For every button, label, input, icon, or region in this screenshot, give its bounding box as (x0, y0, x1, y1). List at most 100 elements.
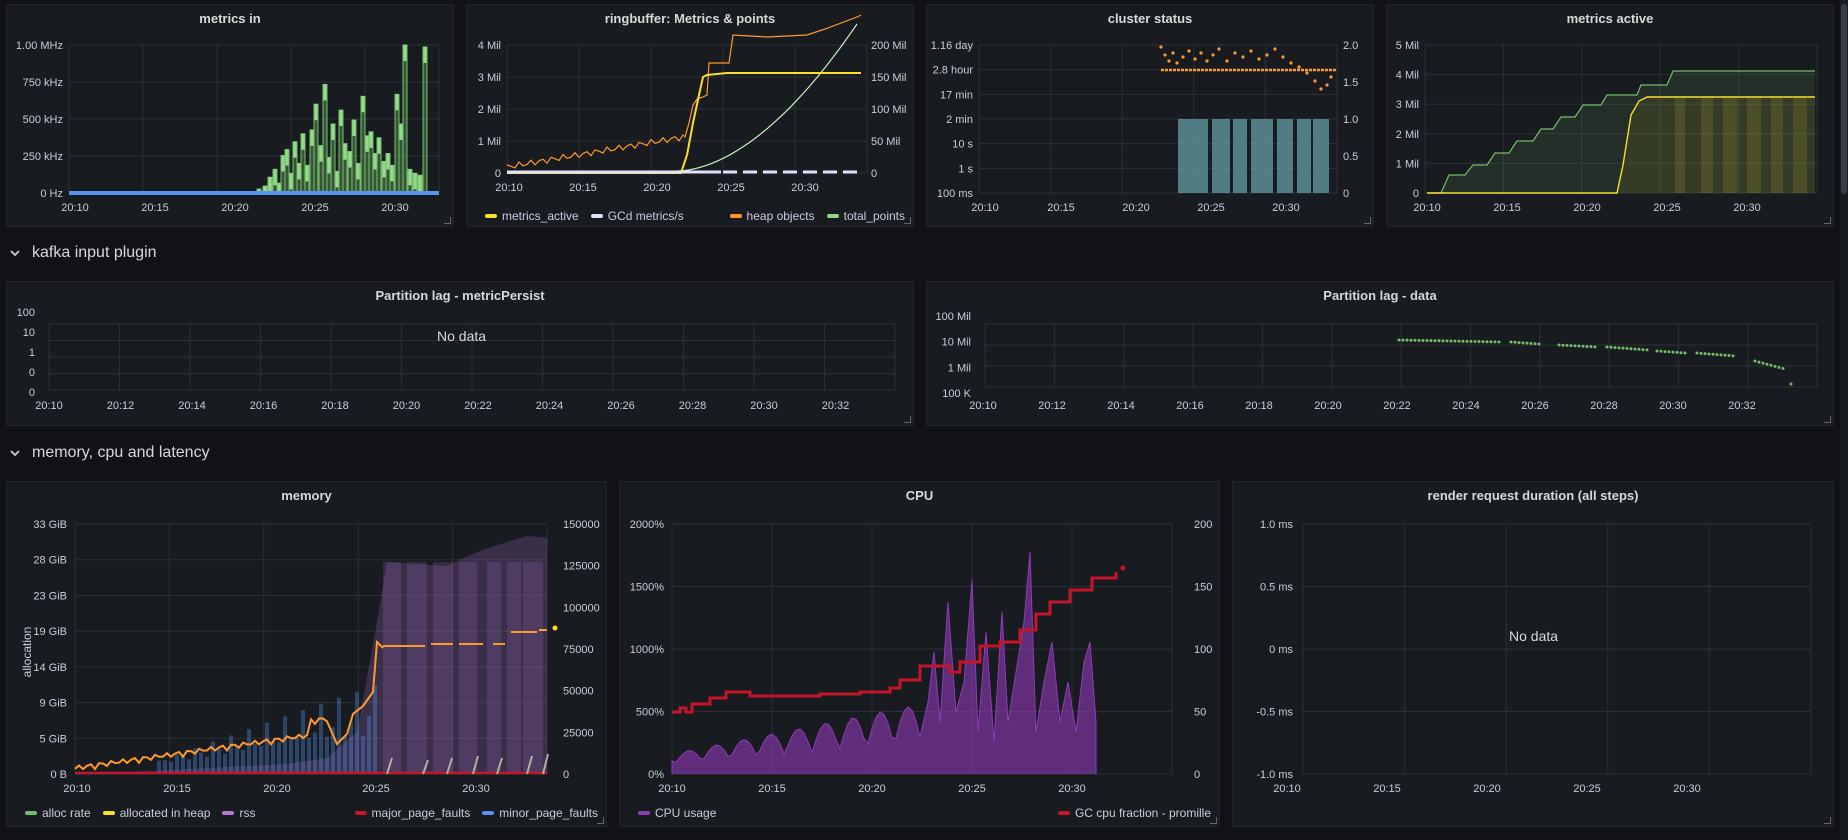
resize-handle[interactable] (1824, 217, 1831, 224)
point (1637, 347, 1641, 351)
resize-handle[interactable] (1824, 416, 1831, 423)
ringbuffer-chart: 4 Mil 3 Mil 2 Mil 1 Mil 0 200 Mil 150 Mil 100 M… (478, 14, 906, 194)
panel-title[interactable]: Partition lag - data (1323, 288, 1437, 303)
panel-memory[interactable]: memory 33 GiB 28 GiB 23 GiB 19 GiB 14 GiB 9 G… (6, 481, 607, 827)
panel-title[interactable]: CPU (905, 488, 934, 503)
bar (217, 749, 221, 774)
panel-ringbuffer[interactable]: ringbuffer: Metrics & points 4 Mil 3 Mil 2… (466, 4, 914, 227)
swatch (729, 214, 742, 218)
bar (229, 735, 233, 774)
legend-item[interactable]: major_page_faults (354, 806, 470, 820)
panel-title[interactable]: Partition lag - metricPersist (375, 288, 545, 303)
point (1493, 340, 1497, 344)
y-tick-label: 19 GiB (33, 626, 67, 638)
resize-handle[interactable] (1210, 817, 1217, 824)
y-tick-label: 0 ms (1269, 644, 1293, 656)
bar-cap (418, 175, 422, 192)
bar (1723, 97, 1737, 193)
panel-title[interactable]: cluster status (1107, 11, 1193, 26)
bar (175, 754, 179, 774)
resize-handle[interactable] (904, 416, 911, 423)
x-tick-label: 20:10 (61, 202, 89, 214)
x-tick-label: 20:24 (536, 400, 564, 412)
swatch (102, 811, 115, 815)
no-data-label: No data (1509, 628, 1559, 644)
bar (253, 743, 257, 774)
y-tick-label: 1000% (630, 644, 664, 656)
panel-cluster-status[interactable]: cluster status 1.16 day 2.8 hour 17 min 2 m… (926, 4, 1374, 227)
point (1613, 346, 1617, 350)
series-area (671, 551, 1097, 774)
scrollbar[interactable] (1840, 0, 1848, 840)
bar-cap (323, 84, 327, 101)
panel-partition-lag-metricpersist[interactable]: Partition lag - metricPersist 100 10 1 0 0 20… (6, 281, 914, 426)
resize-handle[interactable] (1824, 817, 1831, 824)
chevron-down-icon (10, 250, 20, 257)
bar (1771, 97, 1783, 193)
x-tick-label: 20:25 (958, 783, 986, 795)
point (1413, 338, 1417, 342)
legend-item[interactable]: heap objects (729, 209, 815, 223)
row-header-memory[interactable]: memory, cpu and latency (8, 444, 210, 462)
row-header-kafka[interactable]: kafka input plugin (8, 244, 157, 262)
point (1773, 364, 1777, 368)
x-tick-label: 20:15 (758, 783, 786, 795)
point (1711, 352, 1715, 356)
point (1233, 51, 1237, 55)
legend-item[interactable]: metrics_active (485, 209, 579, 223)
panel-metrics-in[interactable]: metrics in 1.00 MHz 750 kHz 500 kHz 250 kHz… (6, 4, 454, 227)
y-tick-label: 250 kHz (23, 151, 63, 163)
panel-partition-lag-data[interactable]: Partition lag - data 100 Mil 10 Mil 1 Mil 1… (926, 281, 1834, 426)
panel-metrics-active[interactable]: metrics active 5 Mil 4 Mil 3 Mil 2 Mil 1 Mil… (1386, 4, 1834, 227)
point (1465, 339, 1469, 343)
bar (319, 703, 323, 774)
resize-handle[interactable] (444, 217, 451, 224)
bar-cap (281, 155, 285, 172)
legend-item[interactable]: GCd metrics/s (590, 209, 684, 223)
panel-render-request-duration[interactable]: render request duration (all steps) 1.0 … (1232, 481, 1834, 827)
x-tick-label: 20:28 (679, 400, 707, 412)
resize-handle[interactable] (597, 817, 604, 824)
x-tick-label: 20:22 (1383, 400, 1411, 412)
panel-title[interactable]: memory (281, 488, 332, 503)
panel-title[interactable]: ringbuffer: Metrics & points (604, 11, 776, 26)
y-tick-label: 5 GiB (39, 733, 67, 745)
panel-title[interactable]: metrics active (1566, 11, 1654, 26)
legend-item[interactable]: alloc rate (25, 806, 91, 820)
series-line (74, 639, 384, 771)
y-tick-label: 50 Mil (871, 136, 900, 148)
panel-cpu[interactable]: CPU 2000% 1500% 1000% 500% 0% 200 150 100 50 0 20:… (619, 481, 1220, 827)
x-tick-label: 20:22 (464, 400, 492, 412)
point (1645, 348, 1649, 352)
resize-handle[interactable] (904, 217, 911, 224)
legend-item[interactable]: rss (222, 806, 255, 820)
x-tick-label: 20:12 (1038, 400, 1066, 412)
y-tick-label: 25000 (563, 727, 594, 739)
x-tick-label: 20:10 (1413, 202, 1441, 214)
point (1205, 59, 1209, 63)
bar-cap (314, 104, 318, 121)
scrollbar-thumb[interactable] (1841, 4, 1847, 194)
panel-title[interactable]: render request duration (all steps) (1427, 488, 1639, 503)
panel-title[interactable]: metrics in (199, 11, 261, 26)
bar (307, 737, 311, 774)
x-tick-label: 20:30 (1673, 783, 1701, 795)
point (1581, 344, 1585, 348)
y-tick-label: 0 (1194, 769, 1200, 781)
legend-item[interactable]: total_points (826, 209, 905, 223)
series-spike (446, 757, 453, 775)
point (1509, 340, 1513, 344)
legend-item[interactable]: allocated in heap (102, 806, 210, 820)
point (1557, 343, 1561, 347)
legend-item[interactable]: CPU usage (638, 806, 716, 820)
y-tick-label: 5 Mil (1396, 40, 1419, 52)
point (1621, 346, 1625, 350)
bar (1747, 97, 1761, 193)
point (1679, 351, 1683, 355)
point (1569, 344, 1573, 348)
cpu-chart: 2000% 1500% 1000% 500% 0% 200 150 100 50 0 20:10 20… (630, 519, 1213, 795)
resize-handle[interactable] (1364, 217, 1371, 224)
x-tick-label: 20:32 (822, 400, 850, 412)
legend-item[interactable]: minor_page_faults (482, 806, 598, 820)
legend-item[interactable]: GC cpu fraction - promille (1057, 806, 1211, 820)
